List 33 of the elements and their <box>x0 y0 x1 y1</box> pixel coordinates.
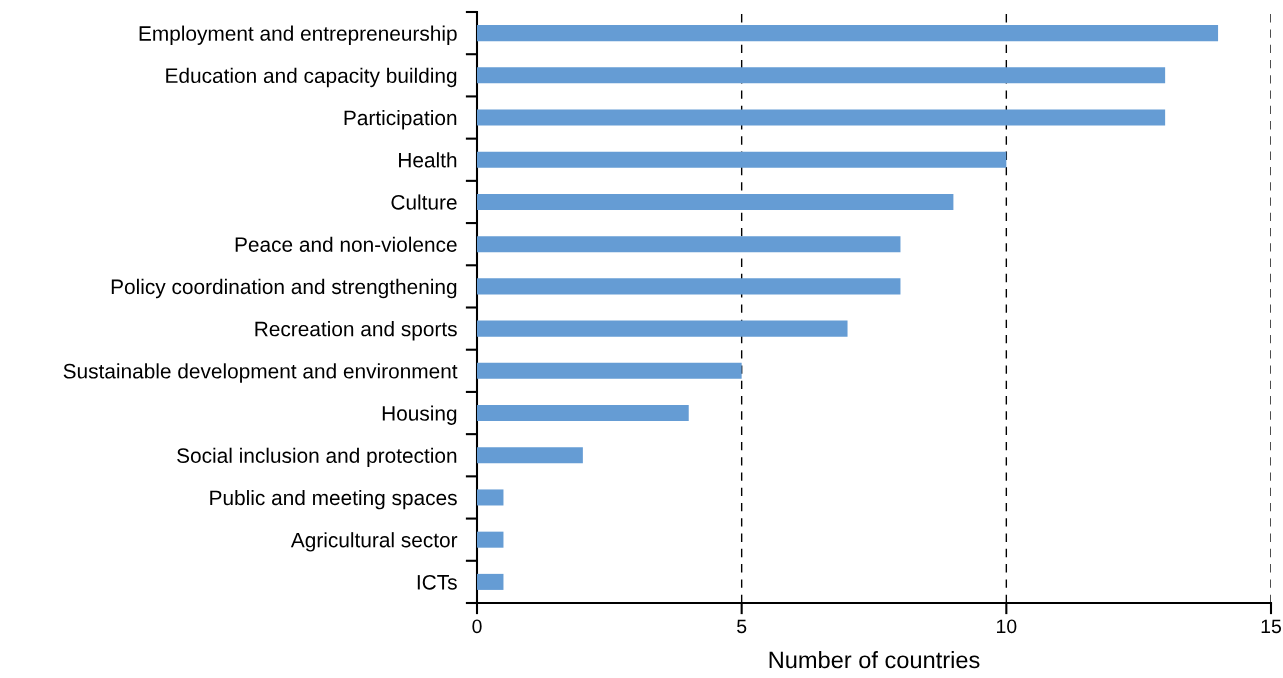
y-tick-label: Peace and non-violence <box>235 236 457 252</box>
bar <box>477 573 504 590</box>
y-tick-label: Health <box>399 152 457 168</box>
y-tick-label: Sustainable development and environment <box>63 363 458 383</box>
y-tick-label: Culture <box>391 194 457 210</box>
bar <box>477 193 954 210</box>
y-tick-label: Employment and entrepreneurship <box>139 25 457 45</box>
y-tick-label: Participation <box>344 109 457 130</box>
bar <box>477 25 1219 42</box>
y-tick-label: Agricultural sector <box>290 532 458 552</box>
y-tick-label: Public and meeting spaces <box>210 489 457 510</box>
bar <box>477 67 1166 84</box>
bar <box>477 405 689 422</box>
y-tick-label: ICTs <box>417 574 457 590</box>
y-tick-label: Recreation and sports <box>255 321 457 341</box>
bar <box>477 531 504 548</box>
y-tick-label: Housing <box>382 405 457 425</box>
bar <box>477 320 848 337</box>
x-tick-label: 15 <box>1261 619 1281 634</box>
y-tick-label: Policy coordination and strengthening <box>111 278 457 299</box>
x-tick-label: 5 <box>737 619 747 634</box>
x-axis-title: Number of countries <box>769 650 980 669</box>
y-tick-label: Education and capacity building <box>166 67 457 88</box>
x-tick-label: 10 <box>997 619 1017 634</box>
bar <box>477 489 504 506</box>
bar <box>477 362 742 379</box>
bar <box>477 151 1007 168</box>
bar <box>477 278 901 295</box>
bar <box>477 236 901 253</box>
bar <box>477 447 583 464</box>
y-tick-label: Social inclusion and protection <box>177 447 457 468</box>
x-tick-label: 0 <box>472 619 482 634</box>
bar <box>477 109 1166 126</box>
